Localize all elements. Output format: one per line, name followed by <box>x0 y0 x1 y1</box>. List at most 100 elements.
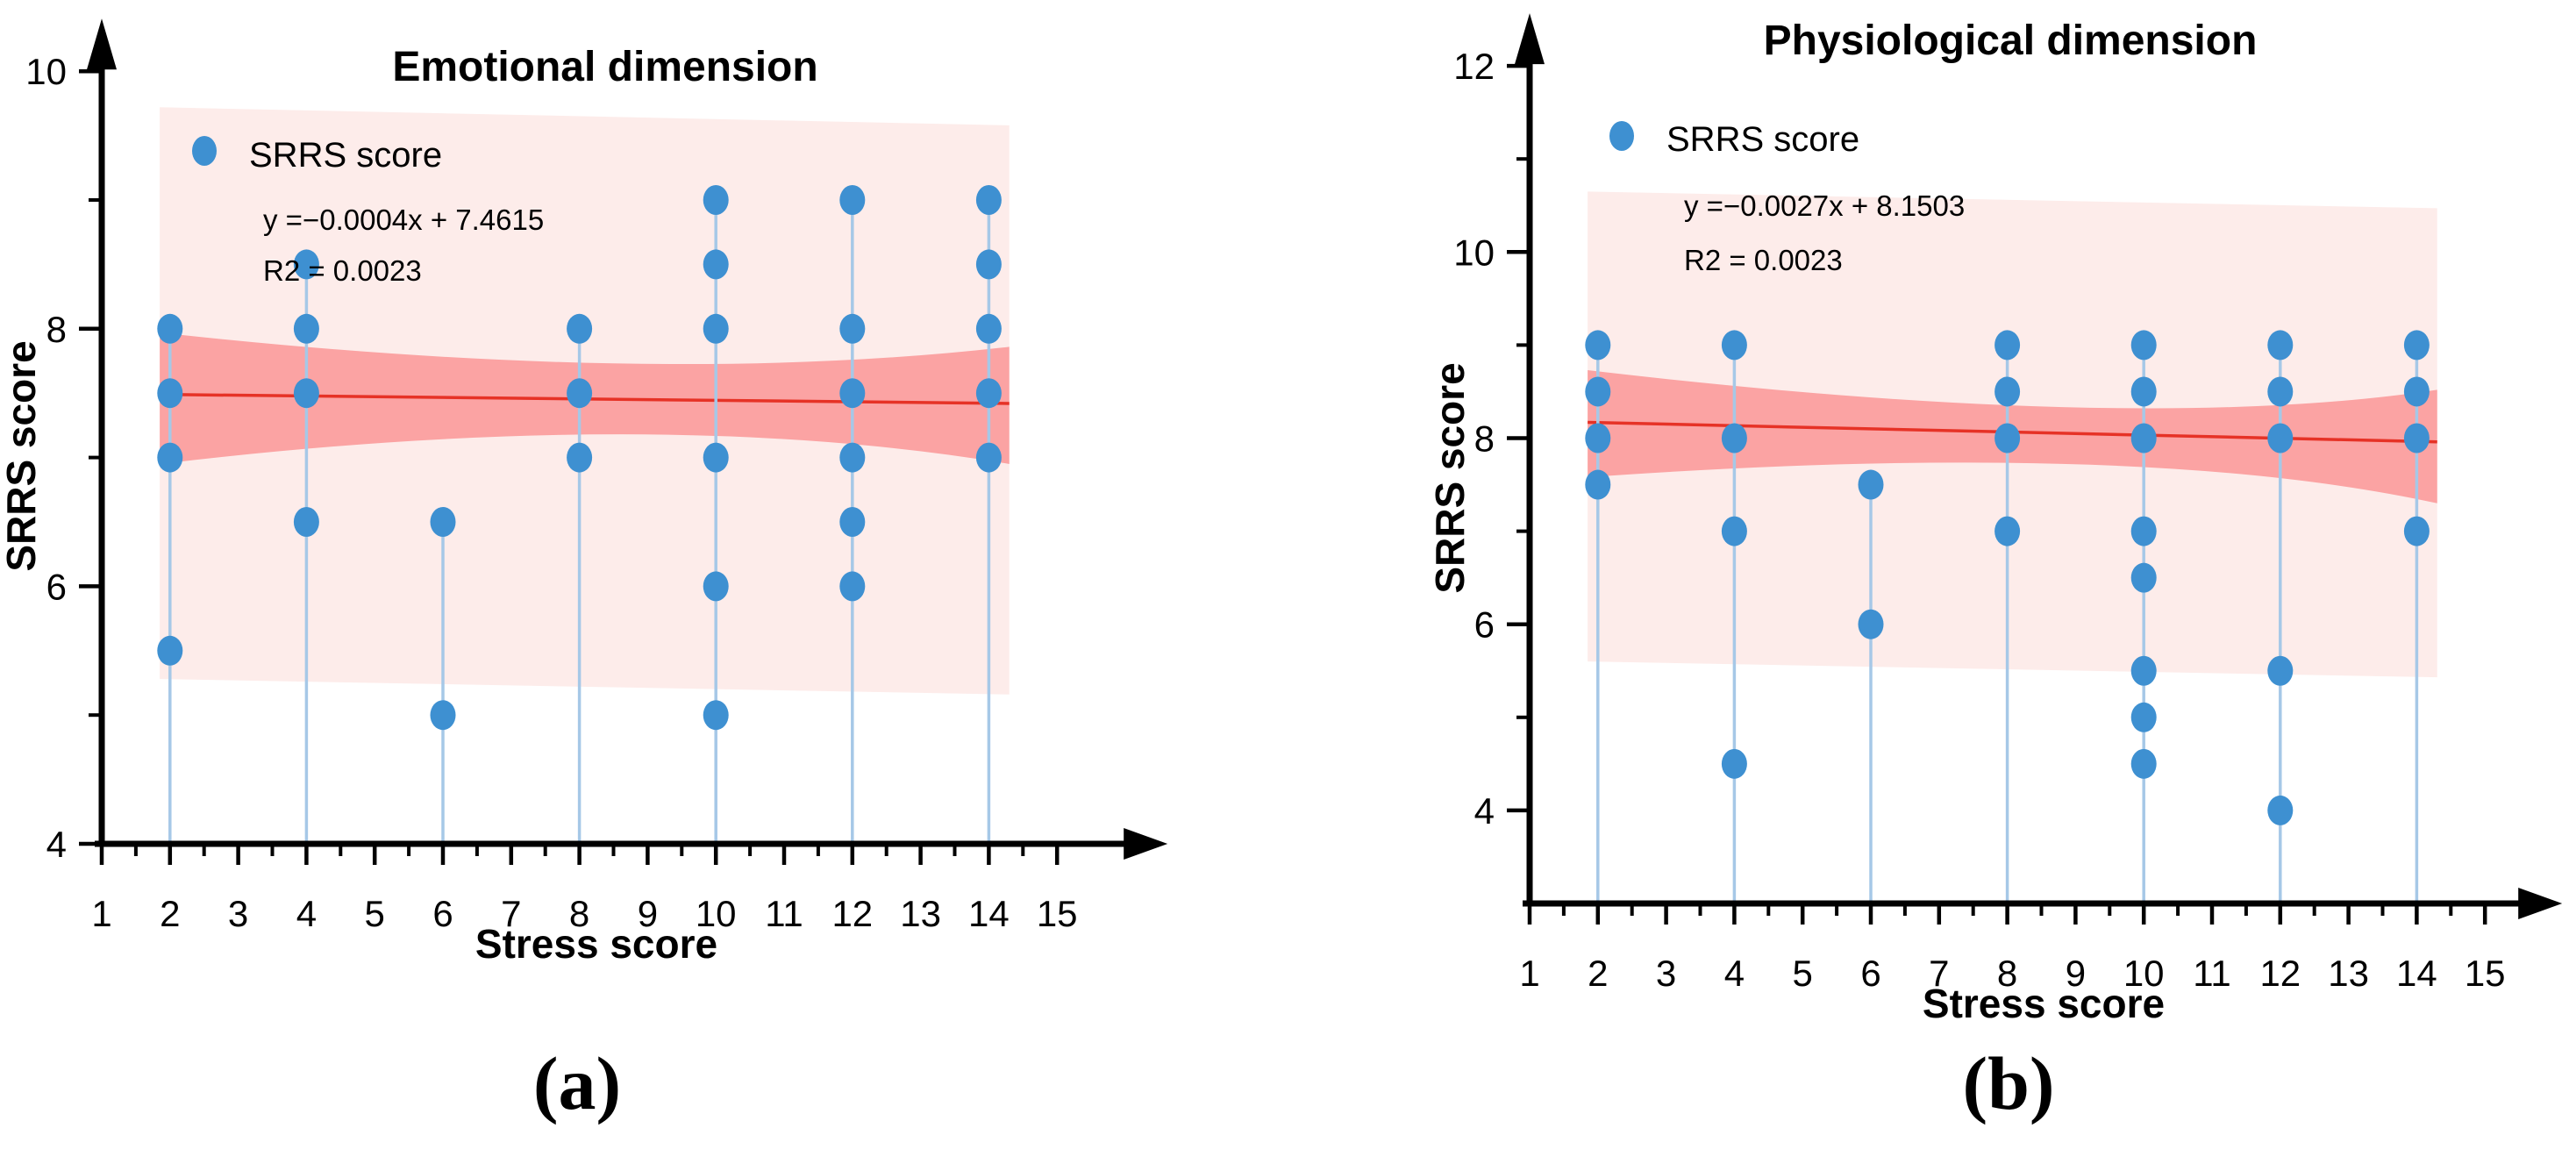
x-tick-label: 14 <box>2396 953 2437 994</box>
data-point <box>567 378 593 409</box>
regression-equation: y =−0.0027x + 8.1503 <box>1684 189 1965 222</box>
data-point <box>975 442 1002 473</box>
x-tick-label: 15 <box>2465 953 2506 994</box>
data-point <box>567 313 593 344</box>
r-squared-value: R2 = 0.0023 <box>263 254 422 287</box>
data-point <box>1585 423 1611 453</box>
x-tick-label: 5 <box>1793 953 1813 994</box>
y-axis-arrow <box>1515 13 1545 65</box>
data-point <box>2267 376 2294 407</box>
x-axis-arrow <box>2518 888 2563 919</box>
y-tick-label: 8 <box>46 309 67 350</box>
x-tick-label: 6 <box>1860 953 1880 994</box>
regression-equation: y =−0.0004x + 7.4615 <box>263 203 544 236</box>
x-tick-label: 12 <box>2259 953 2301 994</box>
x-tick-label: 5 <box>365 893 385 934</box>
chart-title: Emotional dimension <box>392 44 817 90</box>
x-tick-label: 4 <box>1724 953 1745 994</box>
data-point <box>839 313 866 344</box>
data-point <box>975 249 1002 280</box>
data-point <box>1585 469 1611 500</box>
data-point <box>975 313 1002 344</box>
data-point <box>703 442 729 473</box>
y-tick-label: 8 <box>1474 418 1495 460</box>
x-tick-label: 7 <box>1929 953 1949 994</box>
data-point <box>2130 516 2157 546</box>
data-point <box>703 249 729 280</box>
data-point <box>1721 748 1747 779</box>
legend-label: SRRS score <box>249 136 442 175</box>
x-tick-label: 6 <box>432 893 453 934</box>
data-point <box>2130 376 2157 407</box>
data-point <box>839 571 866 602</box>
data-point <box>703 700 729 731</box>
y-axis-arrow <box>87 18 117 70</box>
legend-marker <box>192 136 217 166</box>
data-point <box>157 313 183 344</box>
panel-a: 1 2 3 4 5 6 7 8 9 10 11 12 13 14 15 10 8 6 4 Emotional dime… <box>0 0 1289 1009</box>
x-tick-label: 2 <box>160 893 180 934</box>
data-point <box>2403 330 2430 361</box>
x-axis-title: Stress score <box>475 921 717 967</box>
data-point <box>2267 423 2294 453</box>
x-tick-label: 10 <box>2123 953 2165 994</box>
data-point <box>2267 330 2294 361</box>
data-point <box>293 249 319 280</box>
data-point <box>1721 516 1747 546</box>
data-point <box>1721 330 1747 361</box>
data-point <box>430 700 456 731</box>
x-axis-arrow <box>1124 828 1168 860</box>
data-point <box>839 507 866 537</box>
data-point <box>2403 423 2430 453</box>
data-point <box>975 378 1002 409</box>
y-tick-label: 4 <box>1474 790 1495 832</box>
data-point <box>157 442 183 473</box>
y-tick-label: 10 <box>25 51 67 92</box>
y-tick-label: 10 <box>1453 232 1495 273</box>
data-point <box>703 571 729 602</box>
r-squared-value: R2 = 0.0023 <box>1684 244 1843 276</box>
panel-label-b: (b) <box>1962 1041 2055 1125</box>
panel-b: 1 2 3 4 5 6 7 8 9 10 11 12 13 14 15 12 10 8 6 4 Physiologica… <box>1430 0 2576 1044</box>
x-tick-label: 4 <box>296 893 317 934</box>
y-tick-label: 4 <box>46 824 67 865</box>
x-tick-label: 11 <box>765 893 803 934</box>
x-tick-label: 12 <box>831 893 873 934</box>
data-point <box>157 378 183 409</box>
data-point <box>1585 376 1611 407</box>
data-point <box>1858 609 1884 639</box>
x-tick-label: 15 <box>1037 893 1078 934</box>
x-tick-label: 10 <box>696 893 737 934</box>
data-point <box>2130 702 2157 732</box>
x-tick-label: 9 <box>2066 953 2086 994</box>
x-tick-label: 11 <box>2193 953 2231 994</box>
x-tick-label: 7 <box>501 893 521 934</box>
x-tick-label: 13 <box>900 893 941 934</box>
data-point <box>293 507 319 537</box>
data-point <box>293 378 319 409</box>
data-point <box>293 313 319 344</box>
x-tick-label: 3 <box>1656 953 1676 994</box>
data-point <box>2267 795 2294 825</box>
data-point <box>430 507 456 537</box>
x-tick-label: 8 <box>569 893 589 934</box>
data-point <box>1858 469 1884 500</box>
data-point <box>2130 330 2157 361</box>
data-point <box>1721 423 1747 453</box>
data-point <box>2403 376 2430 407</box>
legend-label: SRRS score <box>1666 120 1859 159</box>
y-axis-title: SRRS score <box>1430 362 1473 593</box>
x-tick-label: 13 <box>2328 953 2369 994</box>
y-tick-label: 6 <box>46 566 67 607</box>
data-point <box>2130 562 2157 593</box>
data-point <box>1585 330 1611 361</box>
legend-marker <box>1609 121 1634 151</box>
data-point <box>2267 655 2294 686</box>
physiological-dimension-chart: 1 2 3 4 5 6 7 8 9 10 11 12 13 14 151210864Physiologica… <box>1430 13 2563 1026</box>
y-tick-label: 6 <box>1474 604 1495 646</box>
data-point <box>839 378 866 409</box>
y-axis-title: SRRS score <box>0 340 44 571</box>
data-point <box>839 185 866 215</box>
x-tick-label: 1 <box>91 893 111 934</box>
